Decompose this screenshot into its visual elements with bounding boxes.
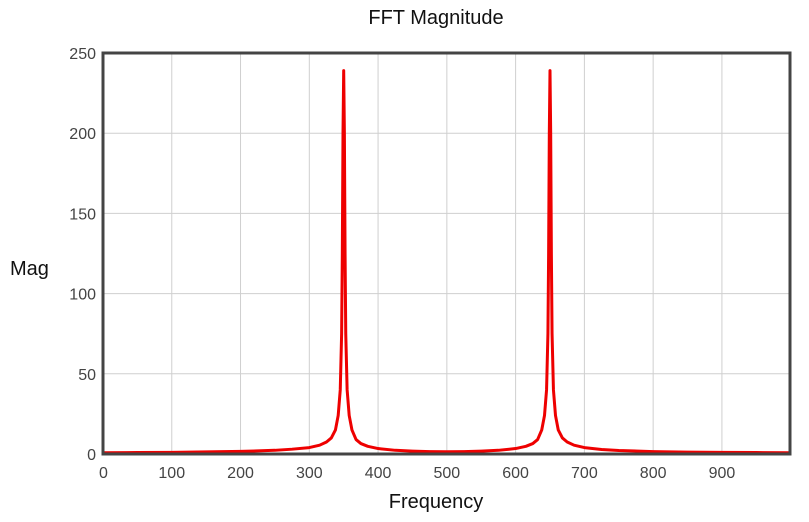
x-tick-label: 0 xyxy=(99,465,108,482)
y-tick-label: 50 xyxy=(78,367,96,384)
y-axis-label: Mag xyxy=(10,258,49,280)
x-tick-label: 400 xyxy=(365,465,392,482)
y-tick-labels: 0 50 100 150 200 250 xyxy=(69,46,96,464)
y-tick-label: 100 xyxy=(69,287,96,304)
grid-lines xyxy=(102,52,790,455)
x-tick-label: 200 xyxy=(227,465,254,482)
plot-frame xyxy=(101,51,792,456)
x-axis-label: Frequency xyxy=(389,491,484,513)
y-tick-label: 250 xyxy=(69,46,96,63)
x-tick-labels: 0 100 200 300 400 500 600 700 800 900 xyxy=(99,465,735,482)
x-tick-label: 500 xyxy=(433,465,460,482)
x-tick-label: 800 xyxy=(640,465,667,482)
y-tick-label: 150 xyxy=(69,206,96,223)
chart-title: FFT Magnitude xyxy=(368,7,503,29)
x-tick-label: 300 xyxy=(296,465,323,482)
y-tick-label: 0 xyxy=(87,447,96,464)
series-line-0 xyxy=(101,69,792,455)
x-tick-label: 900 xyxy=(709,465,736,482)
x-tick-label: 600 xyxy=(502,465,529,482)
x-tick-label: 700 xyxy=(571,465,598,482)
x-tick-label: 100 xyxy=(158,465,185,482)
series-layer xyxy=(101,69,792,455)
y-tick-label: 200 xyxy=(69,126,96,143)
